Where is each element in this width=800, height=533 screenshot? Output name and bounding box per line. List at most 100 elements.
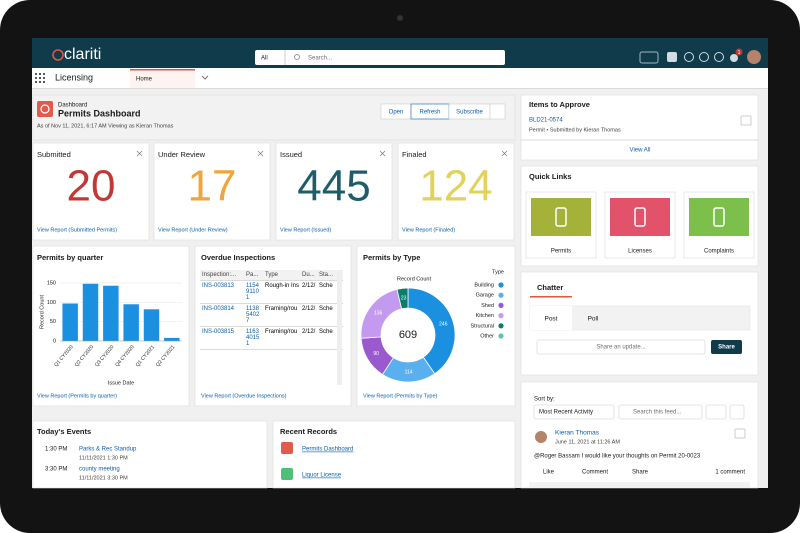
slice: [407, 287, 456, 375]
tab[interactable]: Post: [544, 316, 557, 323]
slice-label: 23: [401, 296, 407, 302]
search-placeholder[interactable]: Search...: [308, 56, 332, 62]
share-button[interactable]: [711, 340, 742, 354]
author[interactable]: Kieran Thomas: [555, 430, 600, 437]
cell: Framing/rou: [263, 303, 300, 327]
author-avatar: [535, 431, 547, 443]
metric-value: 124: [419, 162, 492, 211]
avatar[interactable]: [747, 50, 761, 64]
cell[interactable]: 115491101: [244, 280, 263, 304]
report-link[interactable]: View Report (Submitted Permits): [37, 227, 117, 233]
pie-chart: Permits by Type View Report (Permits by T…: [360, 253, 504, 399]
filter-button[interactable]: [705, 404, 727, 420]
tile-glyph: [634, 207, 646, 227]
metric-value: 20: [67, 162, 116, 211]
y-tick-label: 100: [47, 300, 56, 306]
cell[interactable]: 113854027: [244, 303, 263, 327]
feed-search-placeholder[interactable]: Search this feed...: [633, 410, 682, 416]
legend-label: Other: [480, 333, 494, 339]
table-row: INS-003813 115491101 Rough-in Ins 2/12/Sche: [200, 280, 343, 304]
share[interactable]: Share: [632, 470, 649, 476]
total: 609: [399, 329, 417, 341]
search-box[interactable]: [255, 50, 505, 65]
post-menu[interactable]: [734, 428, 746, 439]
y-tick-label: 0: [53, 338, 56, 344]
tab-label[interactable]: Home: [136, 77, 153, 83]
event-list: 1:30 PM Parks & Rec Standup 11/11/2021 1:3…: [45, 447, 137, 482]
button-menu[interactable]: [489, 103, 506, 120]
metric-title: Under Review: [158, 150, 206, 159]
slice-label: 246: [439, 321, 448, 327]
settings-icon[interactable]: [714, 52, 724, 62]
report-link[interactable]: View Report (Overdue Inspections): [201, 393, 287, 399]
cell[interactable]: INS-003815: [200, 326, 244, 350]
trailhead-icon[interactable]: [684, 52, 694, 62]
post-text: @Roger Bassam I would like your thoughts…: [534, 454, 701, 460]
comment[interactable]: Comment: [582, 470, 608, 476]
cell[interactable]: INS-003814: [200, 303, 244, 327]
tile-label[interactable]: Licenses: [628, 249, 652, 255]
event-name[interactable]: Parks & Rec Standup: [79, 447, 137, 453]
card-title: Overdue Inspections: [201, 253, 275, 262]
column-header: Du...: [300, 270, 317, 281]
card-title: Items to Approve: [529, 100, 590, 109]
tile-label[interactable]: Permits: [551, 249, 571, 255]
legend-title: Type: [492, 269, 504, 275]
app-launcher[interactable]: [35, 73, 45, 83]
input-placeholder[interactable]: Share an update...: [596, 345, 646, 351]
bar: [62, 303, 78, 341]
bell-icon[interactable]: [730, 54, 738, 62]
update-input[interactable]: [536, 339, 706, 355]
help-icon[interactable]: [699, 52, 709, 62]
report-link[interactable]: View Report (Under Review): [158, 227, 228, 233]
approval-item[interactable]: BLD21-0574: [529, 118, 563, 124]
view-all[interactable]: View All: [630, 148, 651, 154]
active-tab[interactable]: [530, 306, 572, 330]
cell: Framing/rou: [263, 326, 300, 350]
cell[interactable]: INS-003813: [200, 280, 244, 304]
favorites[interactable]: [639, 51, 659, 64]
bar: [103, 285, 119, 341]
tab-menu[interactable]: [201, 75, 209, 80]
metric-title: Finaled: [402, 150, 427, 159]
event-name[interactable]: county meeting: [79, 467, 120, 473]
share-label[interactable]: Share: [718, 345, 735, 351]
tile-glyph: [713, 207, 725, 227]
card-title: Quick Links: [529, 172, 572, 181]
tile-icon[interactable]: [689, 198, 749, 236]
app-name: Licensing: [55, 72, 93, 82]
add-icon[interactable]: [667, 52, 677, 62]
comment-count[interactable]: 1 comment: [715, 470, 745, 476]
button-label[interactable]: Open: [389, 110, 404, 116]
report-link[interactable]: View Report (Finaled): [402, 227, 455, 233]
cell[interactable]: 116340151: [244, 326, 263, 350]
bar: [164, 337, 180, 341]
record-link[interactable]: Permits Dashboard: [302, 447, 353, 453]
feed-search[interactable]: [618, 404, 703, 420]
legend-swatch: [498, 323, 504, 329]
events-card: [32, 420, 268, 489]
sort-select[interactable]: [533, 404, 615, 420]
tab[interactable]: Poll: [588, 316, 599, 323]
item-menu[interactable]: [740, 115, 752, 126]
metric-title: Submitted: [37, 150, 71, 159]
record-link[interactable]: Liquor License: [302, 473, 342, 479]
like[interactable]: Like: [543, 470, 555, 476]
report-link[interactable]: View Report (Issued): [280, 227, 331, 233]
tile-icon[interactable]: [610, 198, 670, 236]
legend-label: Shed: [481, 303, 494, 309]
record-icon: [281, 468, 293, 480]
home-tab[interactable]: [130, 69, 195, 88]
button-label[interactable]: Subscribe: [456, 110, 483, 116]
tile-label[interactable]: Complaints: [704, 249, 734, 255]
refresh-button[interactable]: [729, 404, 745, 420]
recent-card: [272, 420, 516, 489]
scrollbar[interactable]: [337, 270, 342, 385]
button-label[interactable]: Refresh: [419, 110, 440, 116]
report-link[interactable]: View Report (Permits by Type): [363, 393, 438, 399]
legend-swatch: [498, 302, 504, 308]
report-link[interactable]: View Report (Permits by quarter): [37, 393, 117, 399]
search-scope[interactable]: All: [261, 56, 268, 62]
tile-icon[interactable]: [531, 198, 591, 236]
sort-value[interactable]: Most Recent Activity: [539, 410, 593, 416]
